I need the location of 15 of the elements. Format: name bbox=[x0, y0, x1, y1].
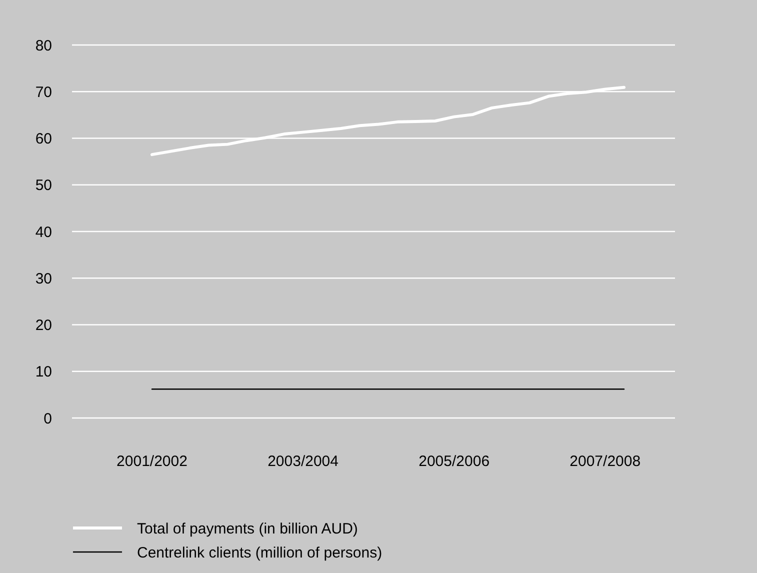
y-tick-label: 80 bbox=[35, 37, 52, 54]
y-tick-label: 40 bbox=[35, 224, 52, 241]
x-tick-label: 2001/2002 bbox=[116, 453, 188, 470]
y-tick-label: 20 bbox=[35, 317, 52, 334]
y-tick-label: 0 bbox=[44, 410, 52, 428]
legend-label: Centrelink clients (million of persons) bbox=[137, 544, 382, 562]
y-tick-label: 60 bbox=[35, 130, 52, 148]
legend-label: Total of payments (in billion AUD) bbox=[137, 520, 358, 538]
x-tick-label: 2003/2004 bbox=[268, 453, 338, 470]
y-tick-label: 10 bbox=[35, 364, 52, 381]
x-tick-label: 2007/2008 bbox=[570, 453, 641, 470]
y-tick-label: 50 bbox=[35, 177, 52, 194]
x-tick-label: 2005/2006 bbox=[418, 453, 490, 470]
y-tick-label: 70 bbox=[35, 84, 52, 101]
y-tick-label: 30 bbox=[35, 270, 52, 288]
